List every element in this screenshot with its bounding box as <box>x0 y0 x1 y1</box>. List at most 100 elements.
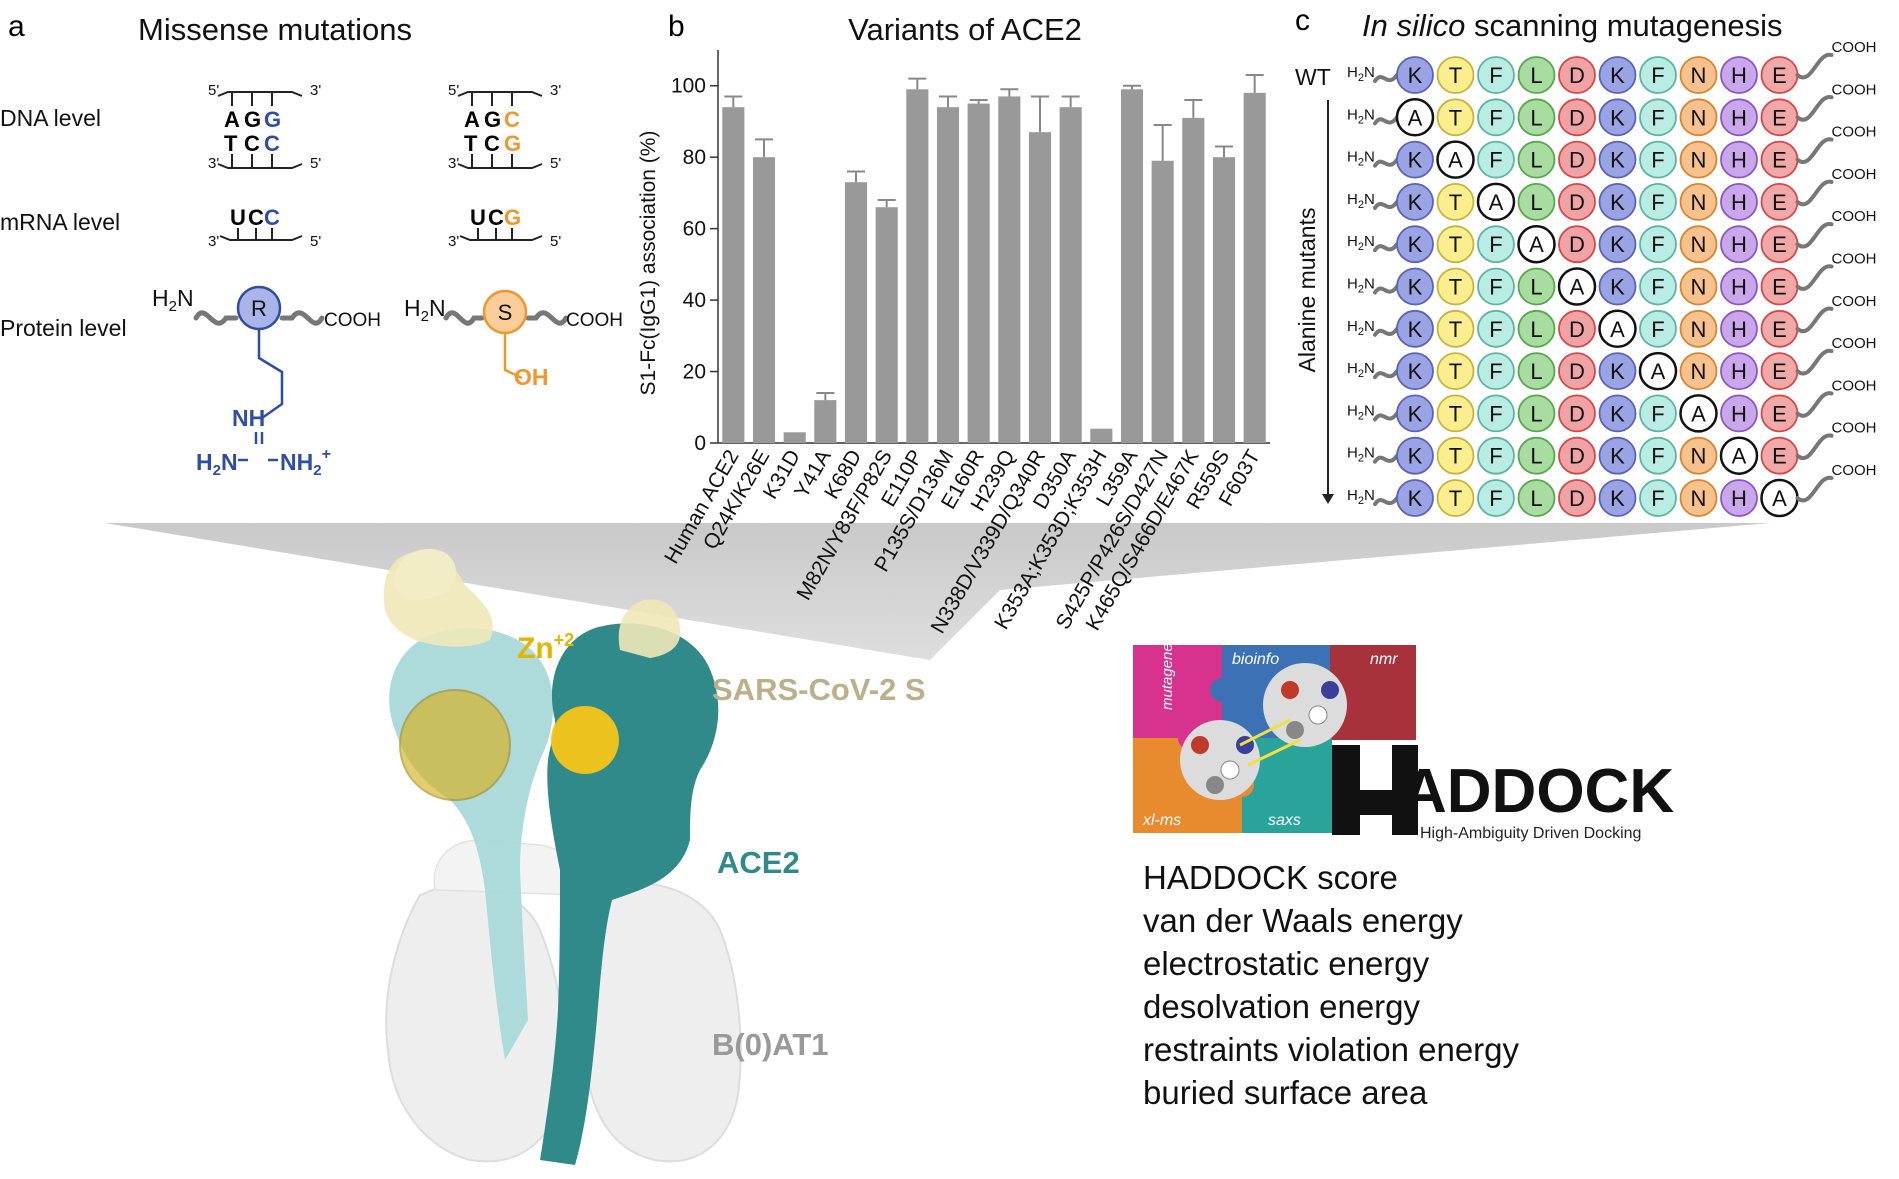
residue-circle <box>1679 436 1718 475</box>
mut-dna-bot-2: C <box>484 131 500 156</box>
residue-letter: D <box>1569 486 1585 511</box>
scan-row-cooh: COOH <box>1832 166 1877 183</box>
residue-letter: D <box>1569 444 1585 469</box>
residue-letter: K <box>1408 190 1423 215</box>
mut-h2n: H2N <box>404 295 446 325</box>
residue-letter: T <box>1449 275 1462 300</box>
residue-circle <box>1720 352 1758 391</box>
chart-bar <box>783 432 806 443</box>
residue-circle <box>1720 225 1758 264</box>
mut-mrna-2: C <box>488 205 504 230</box>
haddock-h-glyph <box>1332 745 1418 835</box>
residue-circle <box>1679 352 1718 391</box>
residue-circle <box>1436 225 1475 264</box>
residue-letter: H <box>1731 401 1747 426</box>
residue-letter: K <box>1408 486 1423 511</box>
residue-circle <box>1598 436 1637 475</box>
scan-row-h2n: H2N <box>1347 318 1375 338</box>
residue-circle <box>1477 225 1515 264</box>
zn-sphere-right <box>551 706 619 774</box>
residue-letter: F <box>1651 275 1664 300</box>
chart-y-tick-label: 80 <box>683 146 706 169</box>
residue-letter: T <box>1449 401 1462 426</box>
residue-circle <box>1477 436 1515 475</box>
scan-row-cooh: COOH <box>1832 462 1877 479</box>
mut-dna-top-5: 5' <box>448 82 459 99</box>
wt-dna-duplex: 5' 3' A G G T C C 3' 5' <box>208 82 321 172</box>
residue-circle <box>1558 394 1596 433</box>
residue-circle <box>1436 140 1475 179</box>
residue-circle <box>1639 98 1677 137</box>
residue-circle <box>1396 225 1434 264</box>
scan-row-mutant-1: H2N A T F L D K F N H E COOH <box>1347 81 1877 137</box>
mutant-residue-letter: A <box>1489 190 1504 215</box>
scan-row-h2n: H2N <box>1347 487 1375 507</box>
residue-circle <box>1639 56 1677 94</box>
residue-circle <box>1598 394 1637 433</box>
scan-row-h2n: H2N <box>1347 191 1375 211</box>
chart-y-tick-label: 0 <box>694 432 706 455</box>
mut-dna-bot-5end: 5' <box>550 155 561 172</box>
residue-letter: N <box>1691 275 1707 300</box>
chart-bar <box>844 182 868 443</box>
panel-c: c In silico scanning mutagenesis WT Alan… <box>1294 4 1877 518</box>
residue-letter: F <box>1489 105 1502 130</box>
residue-circle <box>1477 352 1515 391</box>
residue-circle <box>1720 267 1758 306</box>
residue-letter: K <box>1408 401 1423 426</box>
wt-mrna-5end: 5' <box>310 233 321 250</box>
scan-row-h2n: H2N <box>1347 402 1375 422</box>
residue-circle <box>1558 309 1596 348</box>
scan-row-cooh: COOH <box>1832 208 1877 225</box>
haddock-logo-text: ADDOCK <box>1402 757 1674 826</box>
metric-buried-surface-area: buried surface area <box>1143 1074 1428 1111</box>
arg-nh: NH <box>232 405 265 431</box>
chart-bar <box>752 157 776 443</box>
residue-circle <box>1557 267 1597 306</box>
chart-bar <box>906 89 929 444</box>
residue-circle <box>1598 352 1637 391</box>
residue-circle <box>1436 352 1475 391</box>
residue-circle <box>1396 182 1434 221</box>
chart-bar <box>1028 132 1052 443</box>
residue-letter: E <box>1772 401 1787 426</box>
scan-row-cooh: COOH <box>1832 293 1877 310</box>
scan-row-h2n: H2N <box>1347 360 1375 380</box>
residue-letter: H <box>1731 232 1747 257</box>
mut-mrna-3-mut: G <box>504 205 521 230</box>
scan-row-cooh: COOH <box>1832 81 1877 98</box>
haddock-tagline: High-Ambiguity Driven Docking <box>1420 825 1641 842</box>
residue-letter: E <box>1772 190 1787 215</box>
haddock-logo: mutagenesis bioinfo nmr xl-ms saxs ADDOC… <box>1133 624 1674 842</box>
residue-circle <box>1679 267 1718 306</box>
chart-y-axis-label: S1-Fc(IgG1) association (%) <box>637 131 660 396</box>
residue-letter: L <box>1530 148 1542 173</box>
wt-dna-bot-1: T <box>224 131 238 156</box>
residue-circle <box>1436 309 1475 348</box>
residue-letter: D <box>1569 401 1585 426</box>
mutant-residue-letter: A <box>1408 105 1423 130</box>
wt-mrna-3end: 3' <box>208 233 219 250</box>
scan-row-cooh: COOH <box>1832 377 1877 394</box>
residue-circle <box>1679 56 1718 94</box>
residue-letter: N <box>1691 232 1707 257</box>
residue-letter: F <box>1651 148 1664 173</box>
residue-circle <box>1477 56 1515 94</box>
scan-row-h2n: H2N <box>1347 149 1375 169</box>
residue-letter: F <box>1489 232 1502 257</box>
residue-letter: K <box>1610 190 1625 215</box>
residue-circle <box>1517 267 1556 306</box>
residue-circle <box>1639 436 1677 475</box>
residue-circle <box>1679 140 1718 179</box>
mut-dna-bot-1: T <box>464 131 478 156</box>
chart-bar <box>1059 107 1082 443</box>
piece-label-bioinfo: bioinfo <box>1232 651 1279 668</box>
residue-circle <box>1639 140 1677 179</box>
wt-mrna-1: U <box>230 205 246 230</box>
residue-circle <box>1517 182 1556 221</box>
chart-bar <box>967 103 990 443</box>
residue-circle <box>1639 394 1677 433</box>
scan-row-cooh: COOH <box>1832 251 1877 268</box>
